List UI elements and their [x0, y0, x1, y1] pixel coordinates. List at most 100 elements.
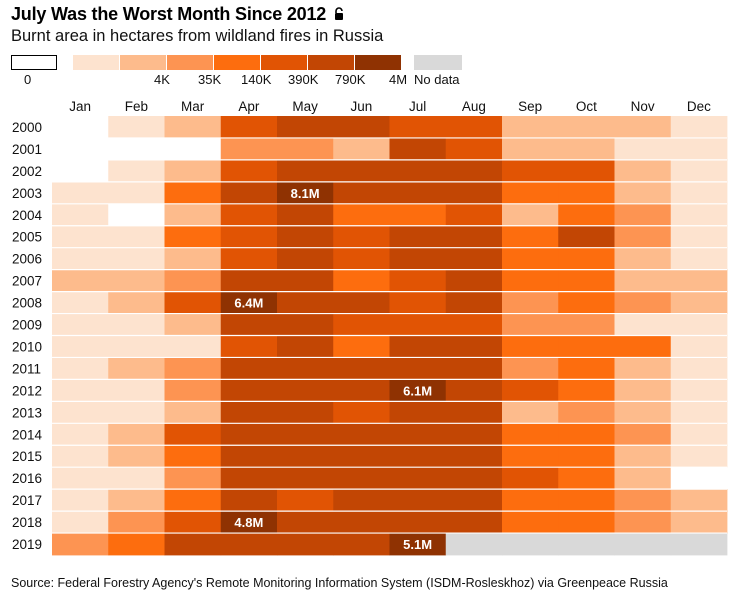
x-tick-label: Mar [181, 99, 205, 114]
heatmap-cell [52, 401, 109, 424]
heatmap-cell [220, 291, 278, 314]
heatmap-cell [558, 225, 615, 249]
heatmap-cell [108, 291, 165, 314]
heatmap-cell [52, 335, 109, 358]
heatmap-cell [220, 401, 278, 424]
heatmap-cell [389, 247, 447, 271]
heatmap-cell [558, 445, 615, 468]
heatmap-cell [164, 291, 222, 314]
heatmap-cell [333, 511, 390, 534]
heatmap-cell [108, 335, 165, 358]
heatmap-cell [558, 379, 615, 402]
legend-label: 4K [154, 72, 170, 87]
y-tick-label: 2011 [12, 361, 41, 376]
legend-swatch [73, 55, 119, 70]
heatmap-cell [52, 511, 109, 534]
heatmap-cell [52, 159, 109, 183]
heatmap-cell [445, 401, 503, 424]
heatmap-cell [277, 116, 334, 139]
heatmap-cell [445, 467, 503, 490]
heatmap-cell [333, 203, 390, 227]
heatmap-cell [502, 116, 559, 139]
legend-label: 140K [241, 72, 272, 87]
heatmap-cell [164, 511, 222, 534]
heatmap-cell [445, 423, 503, 446]
heatmap-cell [220, 379, 278, 402]
heatmap-cell [52, 313, 109, 336]
heatmap-cell [445, 357, 503, 380]
legend-label: 0 [24, 72, 32, 87]
heatmap-cell [220, 159, 278, 183]
heatmap-cell [277, 467, 334, 490]
heatmap-cell [277, 269, 334, 292]
heatmap-cell [445, 247, 503, 271]
heatmap-cell [445, 269, 503, 292]
heatmap-cell [670, 511, 728, 534]
x-tick-label: Jan [69, 99, 91, 114]
heatmap-cell [445, 379, 503, 402]
heatmap-cell [333, 137, 390, 161]
y-tick-label: 2015 [12, 449, 42, 464]
heatmap-cell [445, 511, 503, 534]
heatmap-cell [164, 467, 222, 490]
heatmap-cell [277, 335, 334, 358]
heatmap-cell [277, 291, 334, 314]
heatmap-cell [108, 445, 165, 468]
heatmap-cell [502, 489, 559, 512]
heatmap-cell [389, 181, 447, 205]
heatmap-cell [220, 335, 278, 358]
heatmap-cell [108, 116, 165, 139]
heatmap-cell [558, 203, 615, 227]
legend-swatch [11, 55, 57, 70]
heatmap-cell [502, 313, 559, 336]
legend-swatch [214, 55, 260, 70]
x-tick-label: Jul [409, 99, 426, 114]
y-tick-label: 2000 [12, 120, 42, 135]
heatmap-cell [164, 159, 222, 183]
heatmap-cell [164, 533, 222, 556]
heatmap-cell [389, 489, 447, 512]
heatmap-cell [614, 116, 672, 139]
heatmap-cell [52, 379, 109, 402]
heatmap-cell [389, 313, 447, 336]
heatmap-cell [558, 467, 615, 490]
heatmap-cell [670, 335, 728, 358]
legend-label: 35K [198, 72, 222, 87]
heatmap-cell [614, 467, 672, 490]
heatmap-cell [389, 401, 447, 424]
heatmap-cell [614, 159, 672, 183]
heatmap-cell [614, 291, 672, 314]
heatmap-cell [220, 445, 278, 468]
heatmap-cell [220, 489, 278, 512]
heatmap-cell [670, 467, 728, 490]
heatmap-cell [558, 159, 615, 183]
heatmap-cell [277, 511, 334, 534]
y-tick-label: 2018 [12, 515, 42, 530]
heatmap-cell [389, 137, 447, 161]
heatmap-cell [389, 423, 447, 446]
heatmap-cell [52, 357, 109, 380]
heatmap-cell [670, 533, 728, 556]
heatmap-cell [108, 181, 165, 205]
heatmap-cell [220, 423, 278, 446]
heatmap-cell [670, 247, 728, 271]
heatmap-cell [52, 225, 109, 249]
y-tick-label: 2003 [12, 186, 42, 201]
heatmap-cell [52, 489, 109, 512]
heatmap-cell [614, 379, 672, 402]
heatmap-cell [277, 533, 334, 556]
heatmap-cell [277, 489, 334, 512]
heatmap-cell [389, 445, 447, 468]
chart-title-text: July Was the Worst Month Since 2012 [11, 4, 327, 24]
heatmap-cell [445, 313, 503, 336]
heatmap-cell [670, 269, 728, 292]
heatmap-cell [164, 269, 222, 292]
heatmap-cell [220, 511, 278, 534]
heatmap-cell [277, 357, 334, 380]
heatmap-cell [108, 379, 165, 402]
heatmap-cell [445, 533, 503, 556]
heatmap-cell [277, 159, 334, 183]
x-tick-label: Jun [350, 99, 372, 114]
y-tick-label: 2017 [12, 493, 42, 508]
heatmap-cell [445, 159, 503, 183]
